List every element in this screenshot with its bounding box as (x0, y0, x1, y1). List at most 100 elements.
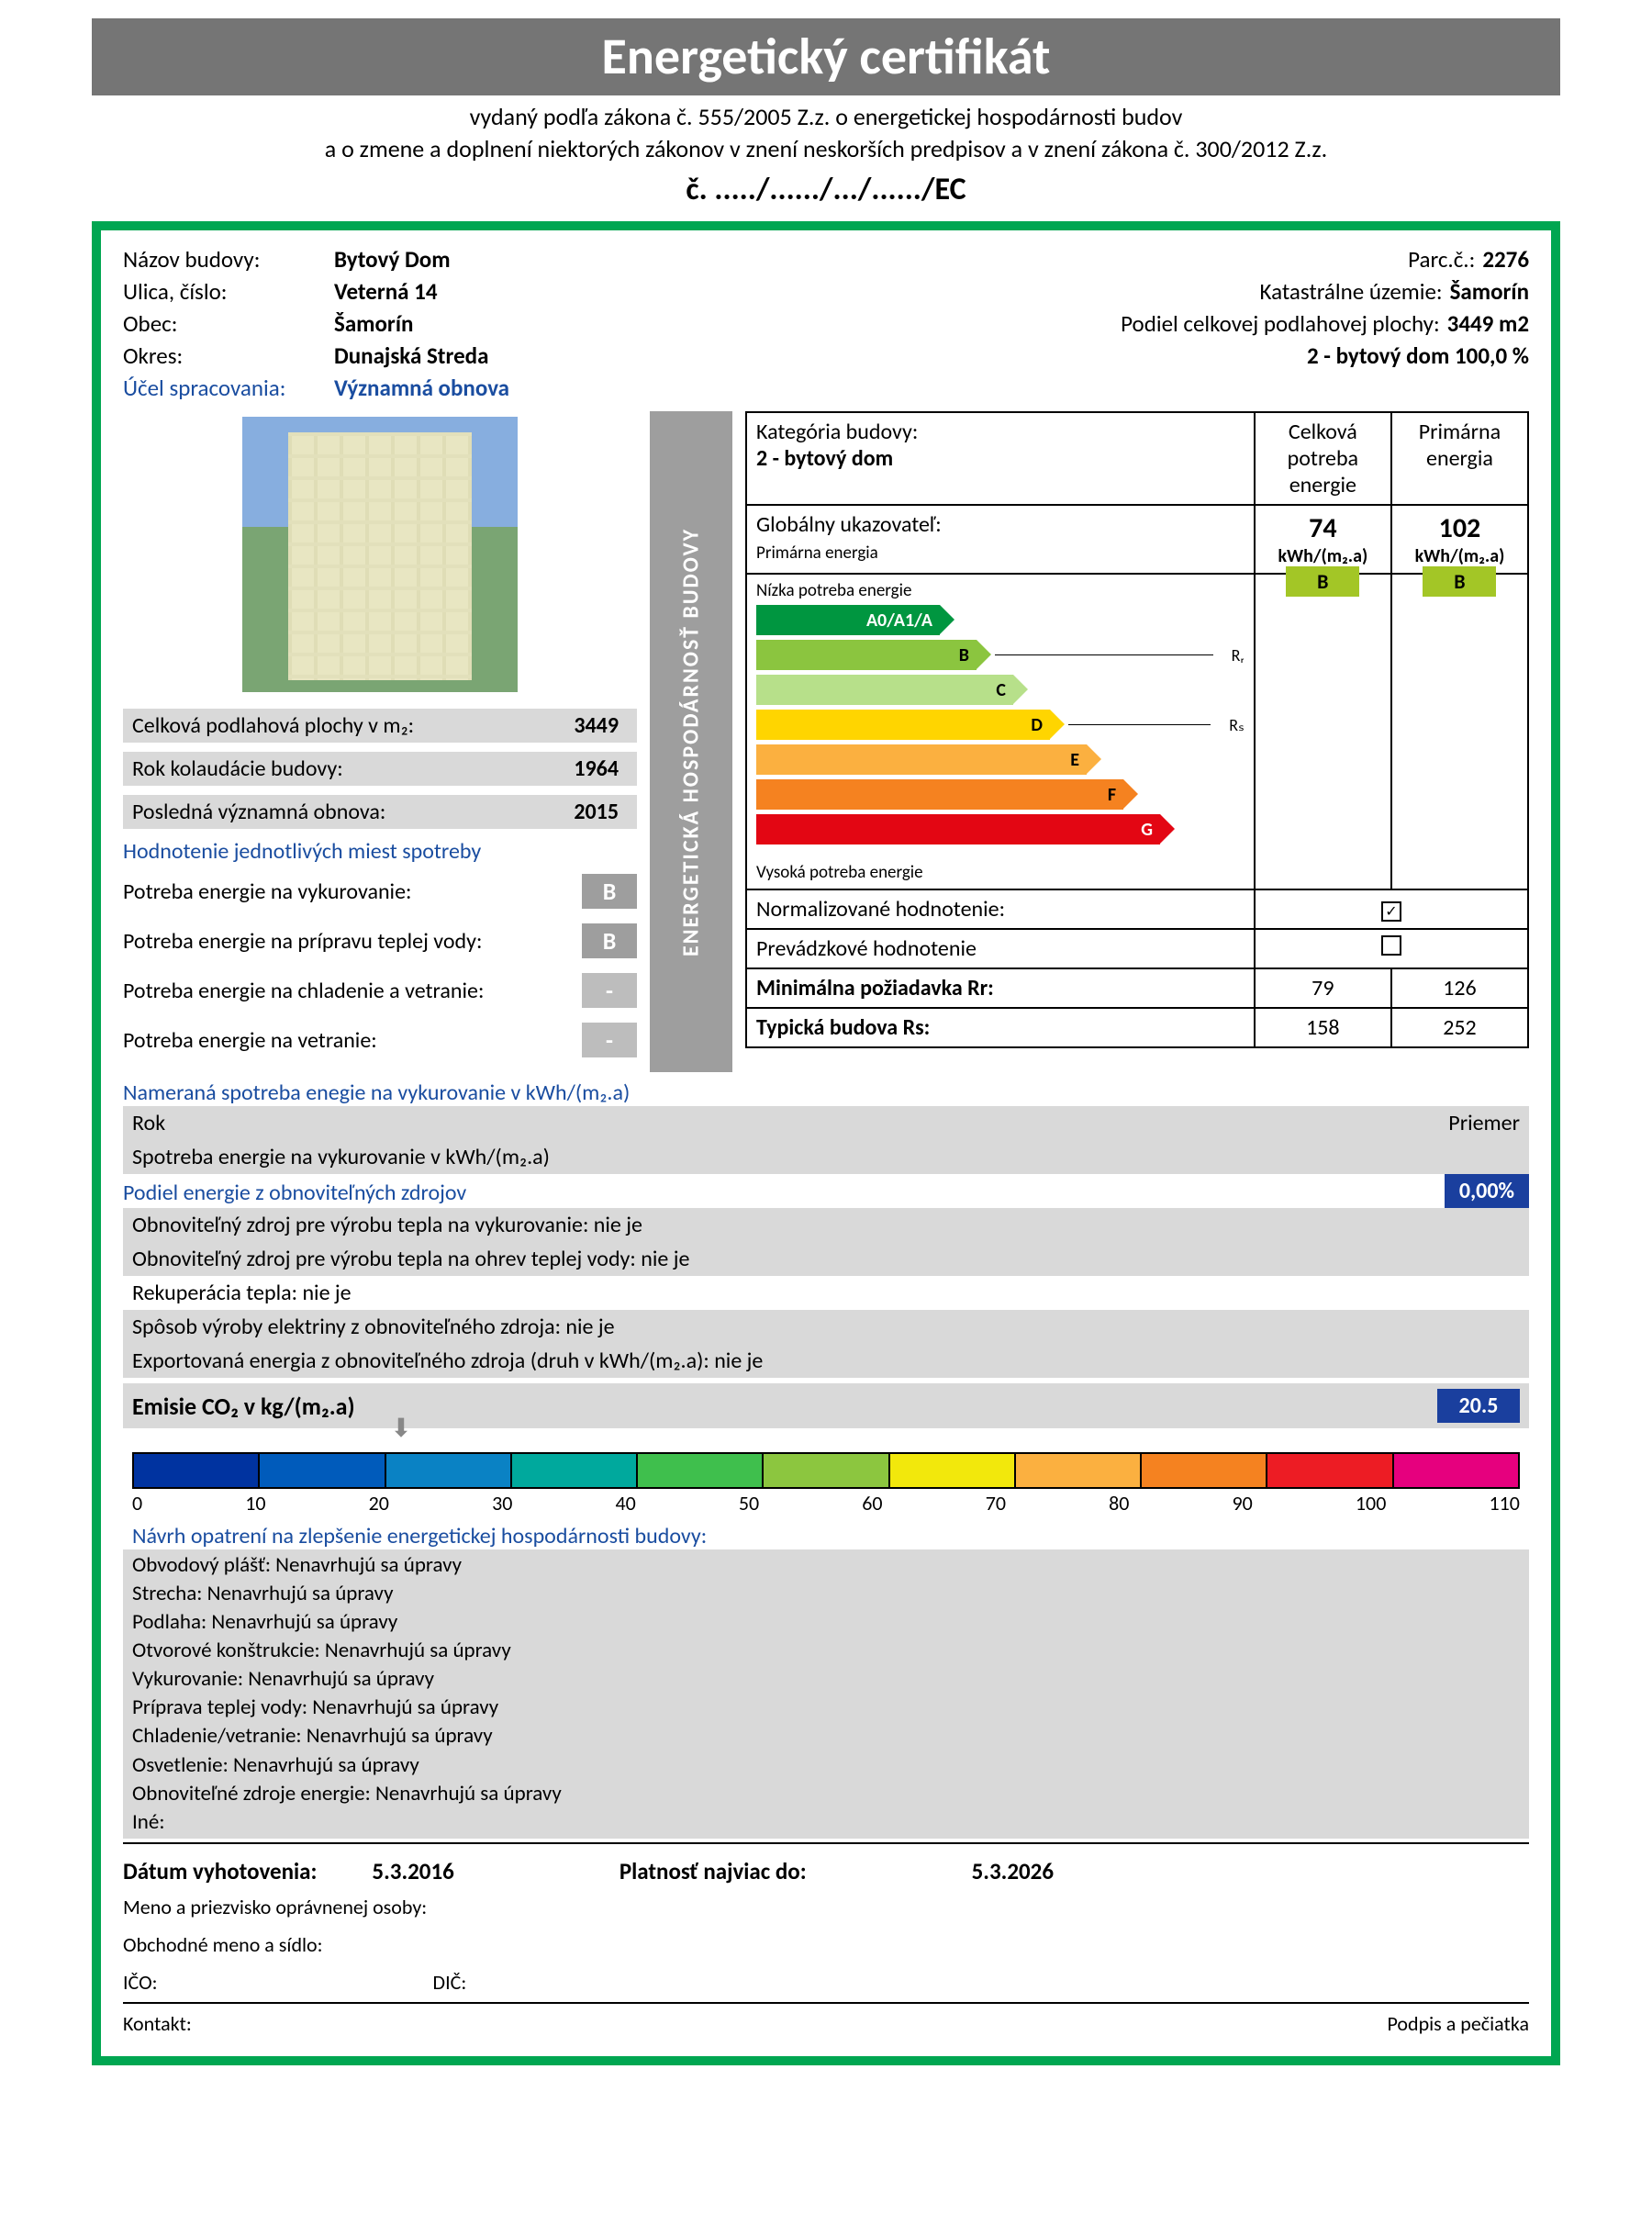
lbl-operational: Prevádzkové hodnotenie (746, 929, 1255, 968)
co2-segment (890, 1454, 1016, 1487)
improvement-line: Vykurovanie: Nenavrhujú sa úpravy (132, 1665, 1520, 1694)
arrow-d: D (1031, 714, 1044, 736)
title-bar: Energetický certifikát (92, 18, 1560, 95)
val-city: Šamorín (334, 309, 609, 338)
val-issued: 5.3.2016 (372, 1857, 453, 1885)
co2-tick: 50 (739, 1491, 759, 1516)
footer-person: Meno a priezvisko oprávnenej osoby: (123, 1895, 1529, 1919)
renewables-percent: 0,00% (1445, 1174, 1529, 1208)
co2-bar (132, 1452, 1520, 1489)
main-table-wrap: Kategória budovy: 2 - bytový dom Celková… (745, 411, 1529, 1072)
footer: Dátum vyhotovenia: 5.3.2016 Platnosť naj… (123, 1853, 1529, 2040)
renew-line-1: Obnoviteľný zdroj pre výrobu tepla na oh… (123, 1242, 1529, 1276)
co2-ticks: 0102030405060708090100110 (132, 1491, 1520, 1516)
arrow-e: E (1070, 749, 1081, 771)
measured-title: Nameraná spotreba enegie na vykurovanie … (123, 1079, 1529, 1106)
footer-ico: IČO: (123, 1970, 158, 1995)
badge-cooling: - (582, 973, 637, 1008)
typical-v2: 252 (1391, 1008, 1528, 1047)
lbl-district: Okres: (123, 341, 334, 370)
val-valid: 5.3.2026 (972, 1857, 1054, 1885)
co2-segment (260, 1454, 385, 1487)
co2-segment (134, 1454, 260, 1487)
typical-v1: 158 (1255, 1008, 1391, 1047)
val-street: Veterná 14 (334, 277, 609, 306)
arrow-g: G (1141, 819, 1155, 841)
mark-rr: Rᵣ (1232, 645, 1245, 666)
improvement-line: Obvodový plášť: Nenavrhujú sa úpravy (132, 1551, 1520, 1580)
renew-line-0: Obnoviteľný zdroj pre výrobu tepla na vy… (123, 1208, 1529, 1242)
co2-tick: 20 (369, 1491, 389, 1516)
val-cadastre: Šamorín (1450, 277, 1529, 306)
lbl-category: Kategória budovy: (756, 419, 918, 445)
lbl-global: Globálny ukazovateľ: (756, 511, 942, 538)
val-floorshare-right: 2 - bytový dom 100,0 % (1307, 341, 1529, 370)
lbl-street: Ulica, číslo: (123, 277, 334, 306)
lbl-need-heating: Potreba energie na vykurovanie: (123, 878, 411, 905)
measured-head: Rok Priemer (123, 1106, 1529, 1140)
row-renovation: Posledná významná obnova: 2015 (123, 795, 637, 829)
val-year: 1964 (574, 755, 628, 782)
co2-segment (1267, 1454, 1393, 1487)
co2-tick: 100 (1356, 1491, 1386, 1516)
improvement-line: Podlaha: Nenavrhujú sa úpravy (132, 1608, 1520, 1637)
improvement-line: Chladenie/vetranie: Nenavrhujú sa úpravy (132, 1722, 1520, 1750)
checkbox-operational (1381, 935, 1401, 956)
col-total: Celková potreba energie (1255, 412, 1391, 505)
improvement-line: Príprava teplej vody: Nenavrhujú sa úpra… (132, 1694, 1520, 1722)
improvements-title: Návrh opatrení na zlepšenie energetickej… (132, 1523, 1529, 1549)
lbl-typical: Typická budova Rs: (746, 1008, 1255, 1047)
lbl-need-vent: Potreba energie na vetranie: (123, 1027, 377, 1054)
energy-arrows: A0/A1/A BRᵣ C DRₛ E F G (756, 601, 1245, 895)
co2-tick: 110 (1489, 1491, 1519, 1516)
val-renov: 2015 (574, 799, 628, 825)
co2-value: 20.5 (1437, 1389, 1520, 1423)
subtitle-1: vydaný podľa zákona č. 555/2005 Z.z. o e… (92, 101, 1560, 133)
lbl-cadastre: Katastrálne územie: (1260, 277, 1443, 306)
footer-stamp: Podpis a pečiatka (1387, 2011, 1529, 2036)
val-floorshare: 3449 m2 (1447, 309, 1529, 338)
unit-total: kWh/(m₂.a) (1265, 545, 1381, 567)
main-table: Kategória budovy: 2 - bytový dom Celková… (745, 411, 1529, 1048)
lbl-city: Obec: (123, 309, 334, 338)
row-area: Celková podlahová plochy v m₂: 3449 (123, 709, 637, 743)
arrow-c: C (996, 679, 1008, 701)
val-primary: 102 (1401, 511, 1518, 545)
lbl-minreq: Minimálna požiadavka Rr: (746, 968, 1255, 1008)
co2-tick: 60 (862, 1491, 882, 1516)
lbl-purpose: Účel spracovania: (123, 374, 334, 402)
building-info: Názov budovy: Bytový Dom Parc.č.:2276 Ul… (123, 245, 1529, 402)
measured-col-avg: Priemer (1448, 1110, 1520, 1136)
places-header: Hodnotenie jednotlivých miest spotreby (123, 838, 637, 865)
improvement-line: Iné: (132, 1808, 1520, 1837)
lbl-global-sub: Primárna energia (756, 542, 878, 564)
badge-hotwater: B (582, 923, 637, 958)
co2-segment (1142, 1454, 1267, 1487)
val-category: 2 - bytový dom (756, 445, 893, 472)
badge-vent: - (582, 1023, 637, 1057)
mark-rs: Rₛ (1229, 715, 1245, 735)
lbl-area: Celková podlahová plochy v m₂: (132, 712, 414, 739)
co2-segment (1394, 1454, 1518, 1487)
building-photo (242, 417, 518, 692)
row-year: Rok kolaudácie budovy: 1964 (123, 752, 637, 786)
lbl-issued: Dátum vyhotovenia: (123, 1857, 317, 1885)
measured-col-year: Rok (132, 1110, 165, 1136)
val-total: 74 (1265, 511, 1381, 545)
co2-label: Emisie CO₂ v kg/(m₂.a) (132, 1392, 355, 1421)
co2-tick: 40 (615, 1491, 635, 1516)
val-parcel: 2276 (1482, 245, 1529, 274)
unit-primary: kWh/(m₂.a) (1401, 545, 1518, 567)
co2-segment (638, 1454, 764, 1487)
footer-company: Obchodné meno a sídlo: (123, 1932, 1529, 1957)
renewables-list: Obnoviteľný zdroj pre výrobu tepla na vy… (123, 1208, 1529, 1378)
lbl-floorshare: Podiel celkovej podlahovej plochy: (1121, 309, 1440, 338)
co2-tick: 10 (245, 1491, 265, 1516)
improvement-line: Obnoviteľné zdroje energie: Nenavrhujú s… (132, 1780, 1520, 1808)
co2-pointer-icon: ⬇ (390, 1412, 411, 1444)
lbl-low: Nízka potreba energie (756, 580, 1245, 601)
co2-tick: 70 (986, 1491, 1006, 1516)
co2-tick: 80 (1109, 1491, 1129, 1516)
subtitle-2: a o zmene a doplnení niektorých zákonov … (92, 133, 1560, 165)
rating-total: B (1286, 566, 1359, 597)
